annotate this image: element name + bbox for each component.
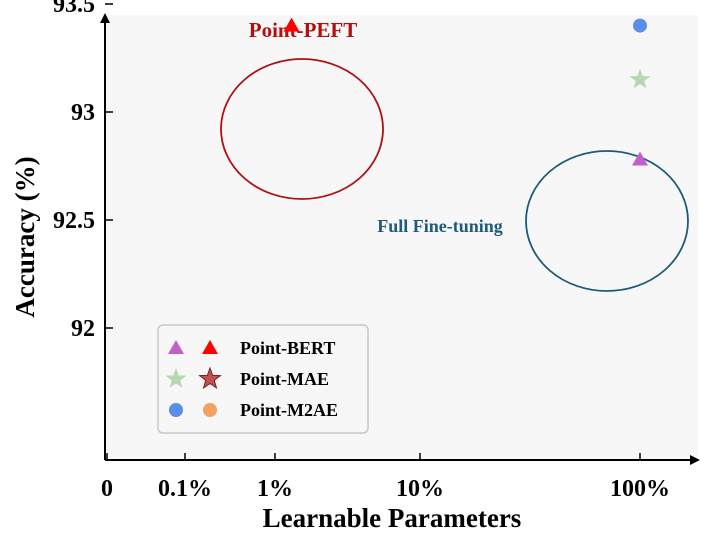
y-tick-label: 92.5: [53, 208, 95, 234]
y-tick-label: 93: [71, 100, 95, 126]
legend: Point-BERT Point-MAE Point-M2AE: [157, 324, 369, 434]
legend-label: Point-BERT: [240, 338, 335, 358]
y-tick-label: 93.5: [53, 0, 95, 18]
x-tick-label: 100%: [610, 476, 670, 502]
point-bert-full-point: [632, 151, 648, 166]
x-tick-label: 10%: [396, 476, 444, 502]
point-m2ae-full-point: [633, 18, 647, 33]
y-axis-arrow: [100, 13, 110, 23]
full-finetune-label: Full Fine-tuning: [377, 216, 503, 236]
y-axis-title: Accuracy (%): [10, 156, 40, 317]
full-finetune-ellipse: [525, 150, 689, 292]
point-bert-legend-peft-marker: [202, 340, 218, 354]
peft-group-label: Point-PEFT: [249, 18, 358, 42]
point-mae-legend-peft-marker: [198, 366, 222, 390]
point-mae-legend-full-marker: [165, 368, 187, 388]
legend-label: Point-MAE: [240, 369, 329, 389]
point-bert-peft-point: [283, 17, 300, 32]
point-m2ae-legend-peft-marker: [203, 403, 217, 417]
x-axis-title: Learnable Parameters: [263, 503, 522, 533]
peft-group-ellipse: [220, 58, 384, 200]
legend-label: Point-M2AE: [240, 400, 338, 420]
x-axis-arrow: [690, 455, 700, 465]
x-tick-label: 0: [101, 476, 113, 502]
point-mae-full-point: [629, 68, 651, 89]
point-bert-legend-full-marker: [168, 340, 184, 354]
x-tick-label: 0.1%: [158, 476, 212, 502]
point-m2ae-legend-full-marker: [169, 403, 183, 417]
x-tick-label: 1%: [257, 476, 293, 502]
y-tick-label: 92: [71, 316, 95, 342]
